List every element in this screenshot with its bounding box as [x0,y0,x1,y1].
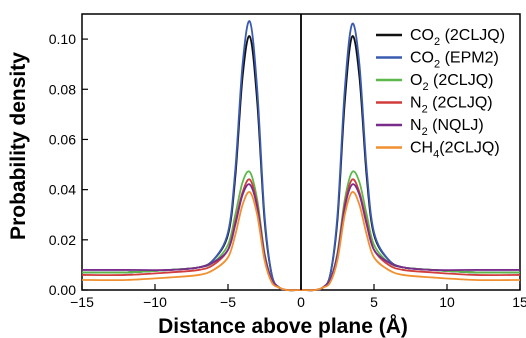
y-tick-label: 0.02 [49,232,76,248]
legend-entry: CO2 (2CLJQ) [410,27,505,48]
legend-entry: N2 (2CLJQ) [410,95,493,116]
y-tick-label: 0.06 [49,131,76,147]
y-tick-label: 0.08 [49,81,76,97]
x-tick-label: 10 [439,294,455,310]
y-tick-label: 0.04 [49,182,76,198]
x-tick-label: 5 [370,294,378,310]
legend-entry: O2 (2CLJQ) [410,72,493,93]
x-axis-label: Distance above plane (Å) [158,314,408,338]
x-tick-label: 15 [512,294,526,310]
legend: CO2 (2CLJQ)CO2 (EPM2)O2 (2CLJQ)N2 (2CLJQ… [376,27,505,161]
ticks-layer: −15 −10 −5 0 5 10 15 0.00 0.02 0.04 0.06 0.08 0.10 [49,31,526,310]
y-axis-label: Probability density [7,52,30,240]
x-tick-label: −15 [70,294,94,310]
x-tick-label: 0 [297,294,305,310]
y-tick-label: 0.10 [49,31,76,47]
legend-entry: CO2 (EPM2) [410,50,499,71]
x-tick-label: −10 [143,294,167,310]
legend-entry: CH4(2CLJQ) [410,140,500,161]
x-tick-label: −5 [220,294,236,310]
y-tick-label: 0.00 [49,282,76,298]
legend-entry: N2 (NQLJ) [410,117,484,138]
